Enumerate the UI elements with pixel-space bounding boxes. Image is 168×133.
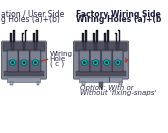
FancyBboxPatch shape: [91, 51, 100, 60]
Bar: [116, 34, 117, 42]
Bar: [33, 33, 35, 34]
Circle shape: [83, 61, 86, 64]
Bar: [13, 30, 15, 31]
FancyBboxPatch shape: [7, 50, 18, 72]
FancyBboxPatch shape: [102, 51, 111, 60]
Text: Without 'fixing-snaps': Without 'fixing-snaps': [80, 90, 156, 96]
Bar: [93, 33, 95, 34]
FancyBboxPatch shape: [113, 51, 122, 60]
FancyBboxPatch shape: [112, 50, 123, 72]
Bar: [10, 33, 12, 34]
Text: Wiring Holes (a)+(b: Wiring Holes (a)+(b: [76, 15, 162, 24]
Text: Factory Wiring Side: Factory Wiring Side: [76, 10, 161, 18]
Circle shape: [23, 61, 25, 64]
FancyBboxPatch shape: [80, 51, 89, 60]
Bar: [4, 71, 44, 76]
Circle shape: [10, 60, 16, 66]
Bar: [25, 31, 26, 42]
Circle shape: [116, 61, 119, 64]
Bar: [119, 31, 120, 42]
Text: Hole: Hole: [50, 56, 66, 62]
Bar: [107, 30, 109, 31]
Circle shape: [11, 61, 14, 64]
Bar: [85, 31, 87, 42]
Circle shape: [93, 60, 98, 66]
Circle shape: [94, 61, 97, 64]
Bar: [82, 82, 85, 85]
FancyBboxPatch shape: [18, 50, 30, 72]
Bar: [119, 82, 122, 85]
Bar: [104, 33, 106, 34]
Text: ( c ): ( c ): [50, 61, 64, 67]
Text: Option: With or: Option: With or: [80, 85, 133, 91]
Bar: [13, 31, 15, 42]
Bar: [34, 43, 37, 50]
FancyBboxPatch shape: [75, 43, 127, 51]
Bar: [108, 31, 109, 42]
Bar: [94, 43, 97, 50]
Bar: [25, 30, 27, 31]
Bar: [99, 82, 103, 87]
FancyBboxPatch shape: [101, 50, 112, 72]
Bar: [82, 34, 84, 42]
Circle shape: [81, 60, 87, 66]
Bar: [96, 31, 98, 42]
FancyBboxPatch shape: [7, 78, 40, 83]
Bar: [10, 82, 13, 85]
FancyBboxPatch shape: [79, 78, 123, 83]
Text: ation / User Side: ation / User Side: [1, 10, 64, 18]
Bar: [22, 33, 24, 34]
Bar: [82, 33, 84, 34]
Circle shape: [21, 60, 27, 66]
Bar: [116, 43, 119, 50]
Bar: [11, 43, 14, 50]
FancyBboxPatch shape: [19, 51, 29, 60]
Bar: [104, 34, 106, 42]
FancyBboxPatch shape: [73, 41, 129, 79]
Bar: [36, 31, 38, 42]
Text: Wiring: Wiring: [50, 51, 73, 57]
Circle shape: [104, 60, 110, 66]
FancyBboxPatch shape: [79, 50, 90, 72]
FancyBboxPatch shape: [30, 50, 41, 72]
FancyBboxPatch shape: [2, 41, 46, 79]
FancyBboxPatch shape: [8, 51, 17, 60]
Bar: [36, 30, 38, 31]
Bar: [76, 71, 126, 76]
Bar: [22, 34, 23, 42]
Circle shape: [115, 60, 121, 66]
Circle shape: [32, 60, 38, 66]
Bar: [10, 34, 12, 42]
Circle shape: [105, 61, 108, 64]
FancyBboxPatch shape: [3, 43, 45, 51]
FancyBboxPatch shape: [31, 51, 40, 60]
Bar: [105, 43, 108, 50]
Bar: [37, 82, 39, 85]
Bar: [23, 43, 25, 50]
FancyBboxPatch shape: [90, 50, 101, 72]
Bar: [33, 34, 35, 42]
Circle shape: [34, 61, 37, 64]
Text: g Holes (a)+(b): g Holes (a)+(b): [1, 15, 60, 24]
Bar: [96, 30, 98, 31]
Bar: [118, 30, 120, 31]
Bar: [83, 43, 86, 50]
Bar: [85, 30, 87, 31]
Bar: [115, 33, 117, 34]
Bar: [93, 34, 95, 42]
